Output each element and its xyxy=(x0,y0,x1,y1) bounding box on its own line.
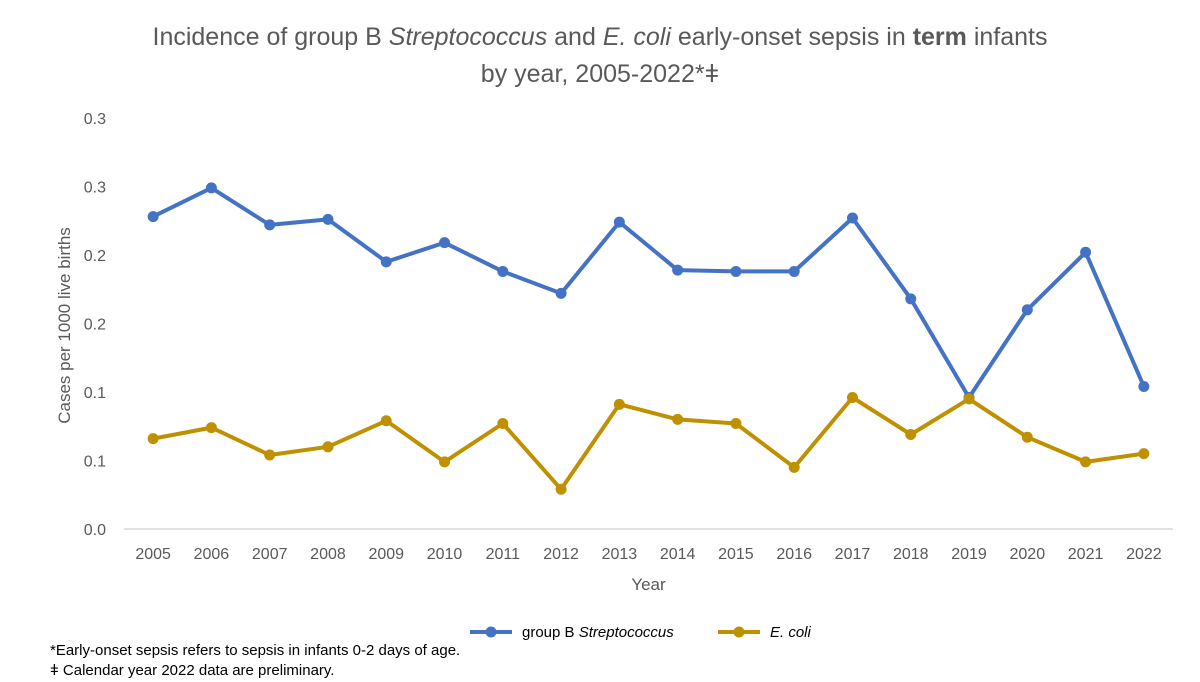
y-tick-label: 0.3 xyxy=(84,180,106,197)
data-point xyxy=(322,213,334,225)
y-tick-label: 0.2 xyxy=(84,317,106,334)
legend-label: group B Streptococcus xyxy=(522,624,674,641)
data-point xyxy=(1138,448,1150,460)
x-tick-label: 2007 xyxy=(252,546,288,563)
x-tick-label: 2022 xyxy=(1126,546,1162,563)
x-tick-label: 2018 xyxy=(893,546,929,563)
x-tick-label: 2021 xyxy=(1068,546,1104,563)
x-tick-label: 2016 xyxy=(776,546,812,563)
series-line xyxy=(152,395,1145,492)
data-point xyxy=(730,418,742,430)
data-point xyxy=(613,216,625,228)
data-point xyxy=(555,483,567,495)
legend-swatch-marker xyxy=(733,626,745,638)
data-point xyxy=(322,441,334,453)
footnote-early-onset: *Early-onset sepsis refers to sepsis in … xyxy=(50,642,461,659)
data-point xyxy=(1138,381,1150,393)
x-tick-label: 2009 xyxy=(368,546,404,563)
data-point xyxy=(205,422,217,434)
x-tick-label: 2019 xyxy=(951,546,987,563)
data-point xyxy=(846,391,858,403)
data-point xyxy=(205,182,217,194)
series-gbs xyxy=(147,182,1150,403)
x-tick-label: 2010 xyxy=(427,546,463,563)
x-tick-label: 2008 xyxy=(310,546,346,563)
legend: group B Streptococcus E. coli xyxy=(470,624,812,641)
data-point xyxy=(497,418,509,430)
data-point xyxy=(905,293,917,305)
data-point xyxy=(497,265,509,277)
data-point xyxy=(788,461,800,473)
y-tick-label: 0.0 xyxy=(84,522,106,539)
data-point xyxy=(264,219,276,231)
data-point xyxy=(963,393,975,405)
data-point xyxy=(147,433,159,445)
chart-title-line-1: Incidence of group B Streptococcus and E… xyxy=(153,23,1048,51)
data-point xyxy=(613,398,625,410)
x-tick-label: 2006 xyxy=(194,546,230,563)
chart-title-line-2: by year, 2005-2022*ǂ xyxy=(481,60,719,88)
x-tick-label: 2012 xyxy=(543,546,579,563)
data-point xyxy=(264,449,276,461)
data-point xyxy=(1080,456,1092,468)
data-point xyxy=(380,256,392,268)
x-axis-ticks: 2005 2006 2007 2008 2009 2010 2011 2012 2013 2014… xyxy=(135,546,1161,563)
x-tick-label: 2015 xyxy=(718,546,754,563)
data-point xyxy=(380,415,392,427)
footnote-preliminary: ǂ Calendar year 2022 data are preliminar… xyxy=(50,662,335,679)
x-tick-label: 2005 xyxy=(135,546,171,563)
legend-item: E. coli xyxy=(718,624,812,641)
x-tick-label: 2017 xyxy=(835,546,871,563)
series-layer xyxy=(147,182,1150,495)
series-ecoli xyxy=(147,391,1150,495)
data-point xyxy=(672,264,684,276)
y-axis-ticks: 0.0 0.1 0.1 0.2 0.2 0.3 0.3 xyxy=(84,111,106,539)
data-point xyxy=(555,287,567,299)
y-tick-label: 0.3 xyxy=(84,111,106,128)
data-point xyxy=(1021,304,1033,316)
y-tick-label: 0.1 xyxy=(84,385,106,402)
legend-swatch-marker xyxy=(485,626,497,638)
data-point xyxy=(672,413,684,425)
data-point xyxy=(846,212,858,224)
data-point xyxy=(147,211,159,223)
data-point xyxy=(788,265,800,277)
y-tick-label: 0.2 xyxy=(84,248,106,265)
data-point xyxy=(730,265,742,277)
x-tick-label: 2014 xyxy=(660,546,696,563)
series-line xyxy=(152,185,1146,400)
y-tick-label: 0.1 xyxy=(84,454,106,471)
data-point xyxy=(905,428,917,440)
data-point xyxy=(1021,431,1033,443)
legend-item: group B Streptococcus xyxy=(470,624,674,641)
data-point xyxy=(439,237,451,249)
data-point xyxy=(439,456,451,468)
x-tick-label: 2013 xyxy=(602,546,638,563)
x-tick-label: 2011 xyxy=(486,546,521,563)
legend-label: E. coli xyxy=(770,624,812,641)
y-axis-title: Cases per 1000 live births xyxy=(55,227,74,424)
x-axis-title: Year xyxy=(631,575,666,594)
data-point xyxy=(1080,246,1092,258)
x-tick-label: 2020 xyxy=(1010,546,1046,563)
